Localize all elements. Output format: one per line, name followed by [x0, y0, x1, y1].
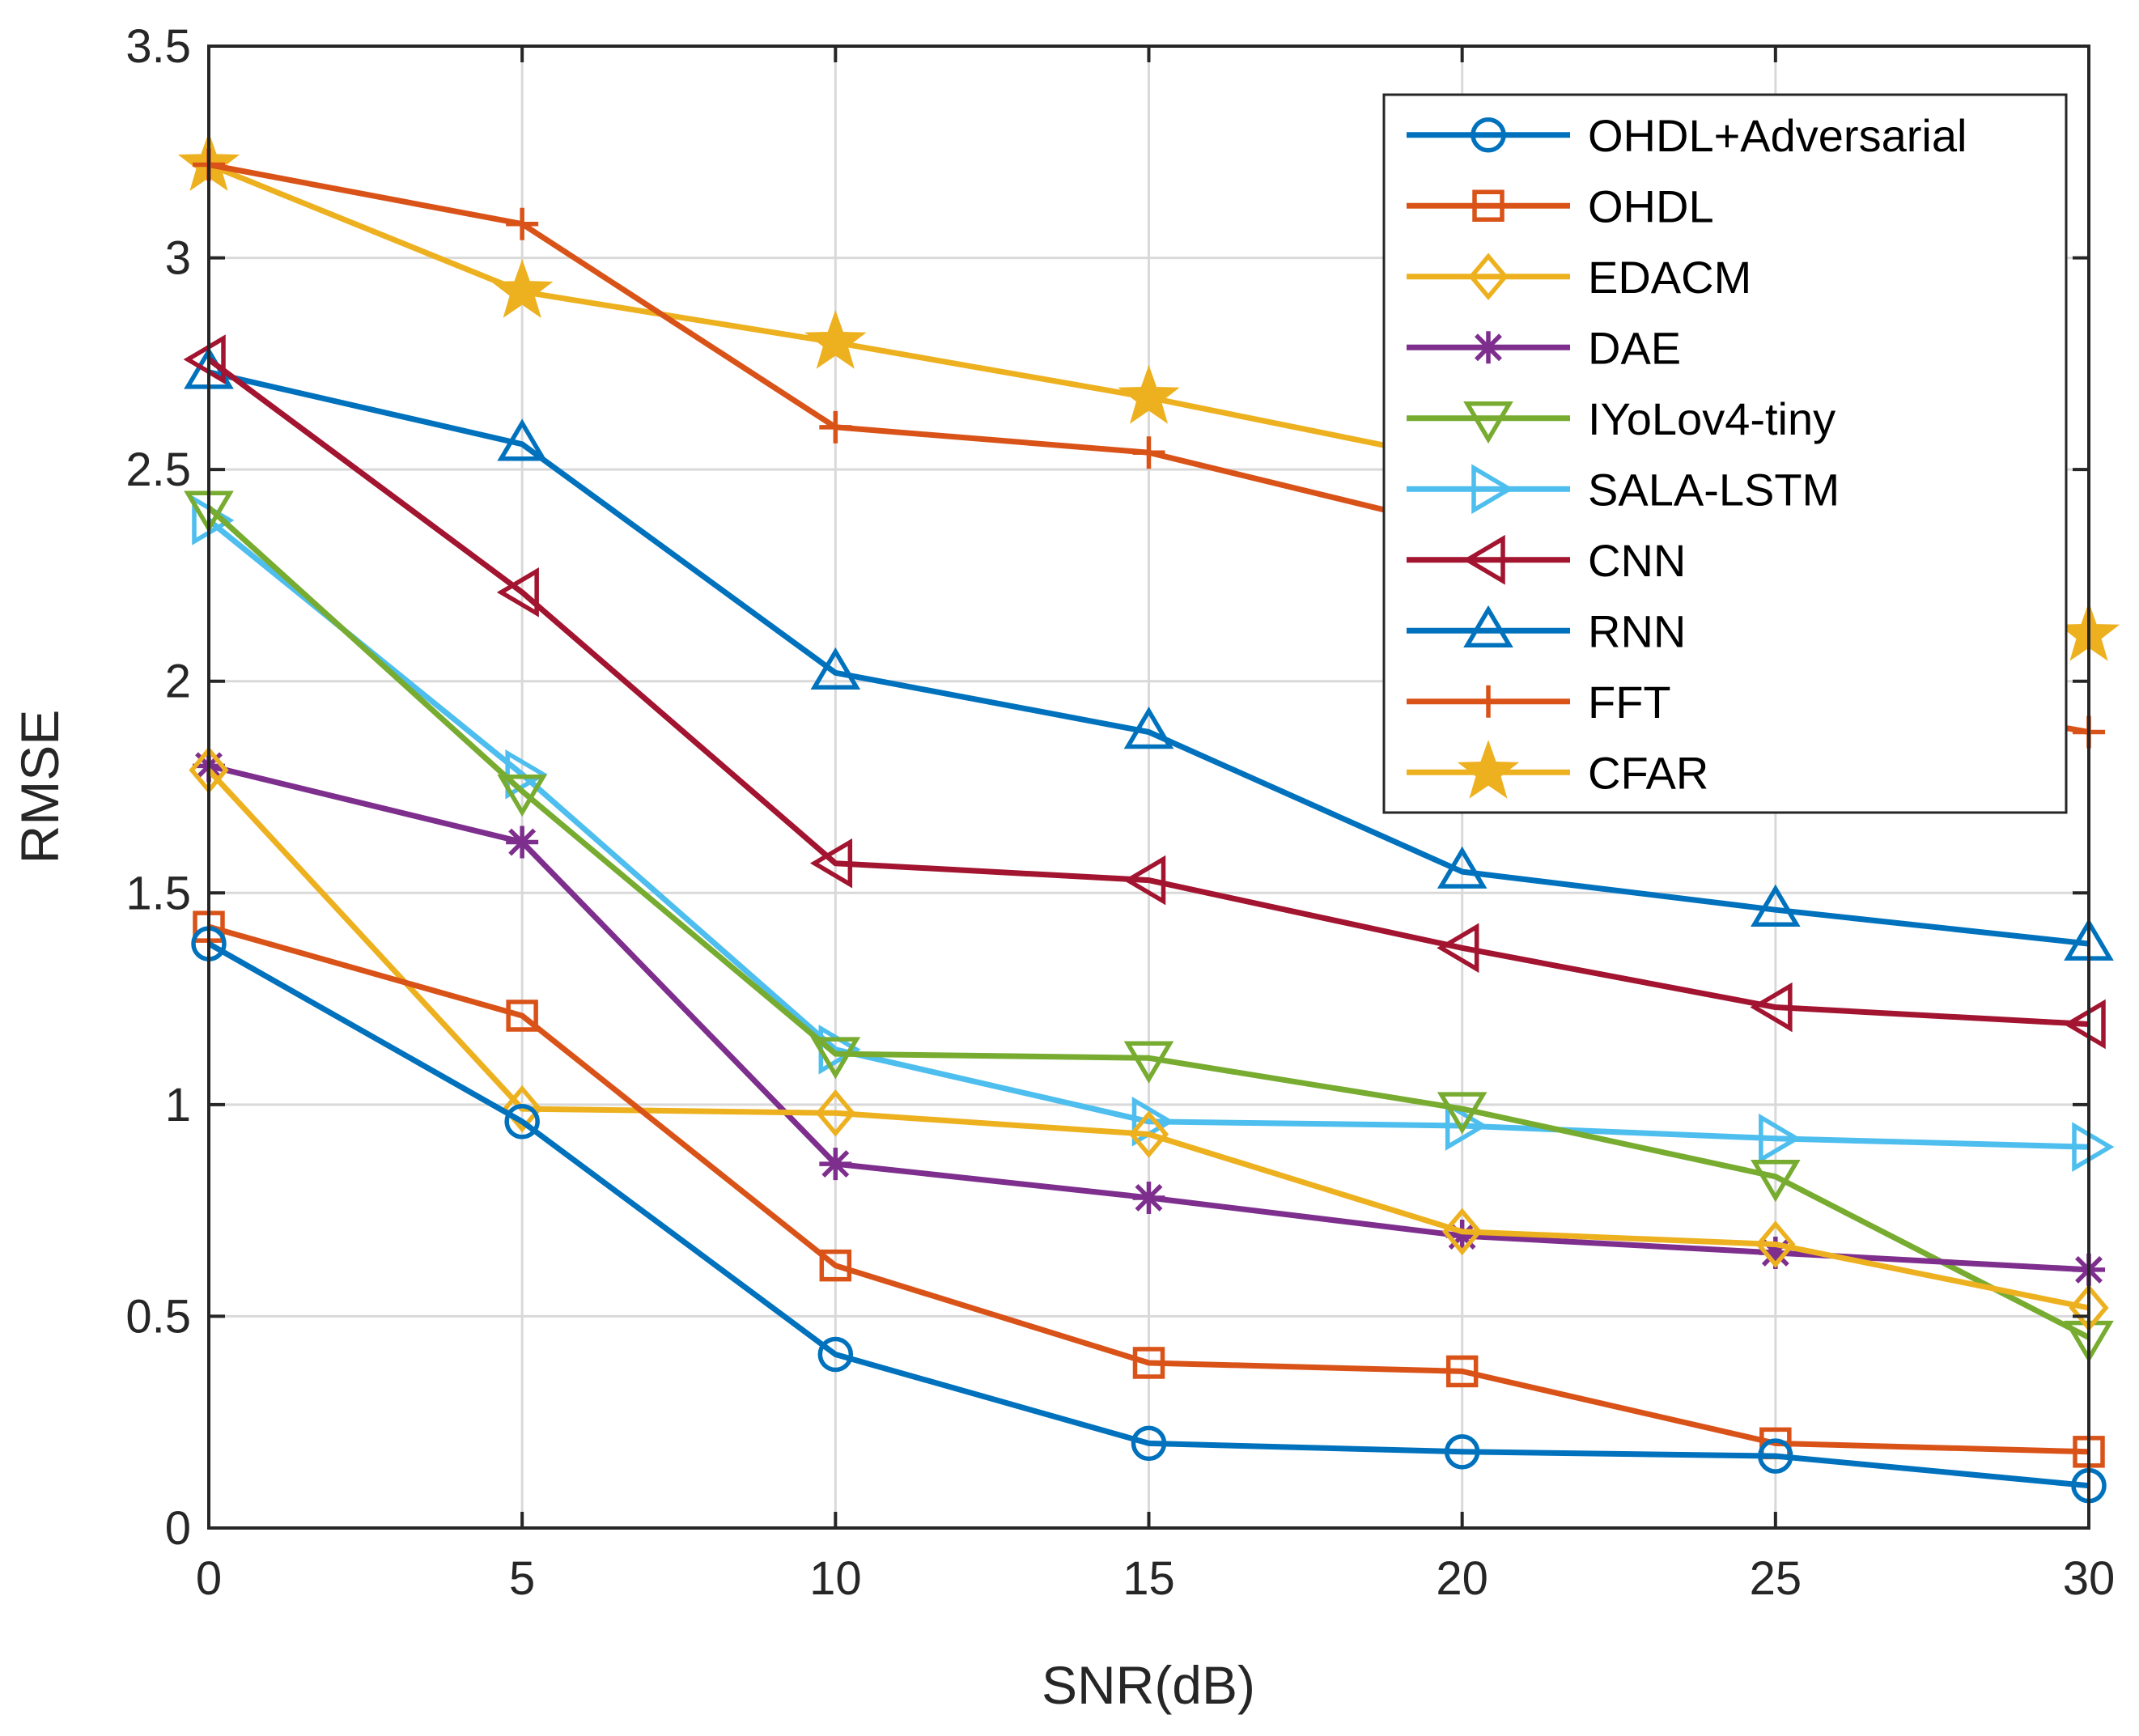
- y-tick-label: 2: [165, 656, 191, 708]
- y-tick-label: 1: [165, 1079, 191, 1131]
- x-tick-label: 0: [196, 1552, 222, 1605]
- legend-label: OHDL+Adversarial: [1588, 110, 1967, 161]
- x-axis-title: SNR(dB): [1042, 1655, 1255, 1715]
- y-axis-title: RMSE: [10, 710, 70, 864]
- x-tick-label: 5: [509, 1552, 535, 1605]
- y-tick-label: 2.5: [125, 444, 191, 496]
- legend-label: CNN: [1588, 535, 1686, 586]
- x-tick-label: 10: [809, 1552, 862, 1605]
- y-tick-label: 0.5: [125, 1290, 191, 1343]
- legend-label: OHDL: [1588, 180, 1714, 231]
- x-tick-label: 30: [2063, 1552, 2116, 1605]
- y-tick-label: 1.5: [125, 867, 191, 919]
- rmse-vs-snr-chart: 0 5 10 15 20 25 30 0 0.5 1 1.5 2 2.5 3 3.5 SNR(dB) RMS…: [0, 0, 2139, 1736]
- legend-label: EDACM: [1588, 252, 1751, 303]
- legend: OHDL+Adversarial OHDL EDACM DAE IYoLov4-tiny…: [1384, 95, 2066, 813]
- legend-label: CFAR: [1588, 747, 1708, 798]
- y-tick-label: 3.5: [125, 20, 191, 73]
- legend-label: SALA-LSTM: [1588, 464, 1840, 515]
- x-tick-label: 15: [1123, 1552, 1175, 1605]
- data-point: [819, 1148, 851, 1180]
- legend-label: RNN: [1588, 605, 1686, 656]
- legend-label: FFT: [1588, 677, 1671, 728]
- x-tick-label: 20: [1436, 1552, 1488, 1605]
- data-point: [1133, 1182, 1165, 1214]
- legend-item: SALA-LSTM: [1407, 464, 1840, 515]
- legend-label: DAE: [1588, 322, 1681, 373]
- y-tick-label: 3: [165, 232, 191, 285]
- x-tick-label: 25: [1750, 1552, 1802, 1605]
- legend-label: IYoLov4-tiny: [1588, 393, 1836, 444]
- data-point: [506, 826, 538, 859]
- legend-swatch-marker: [1472, 331, 1505, 363]
- y-tick-label: 0: [165, 1502, 191, 1555]
